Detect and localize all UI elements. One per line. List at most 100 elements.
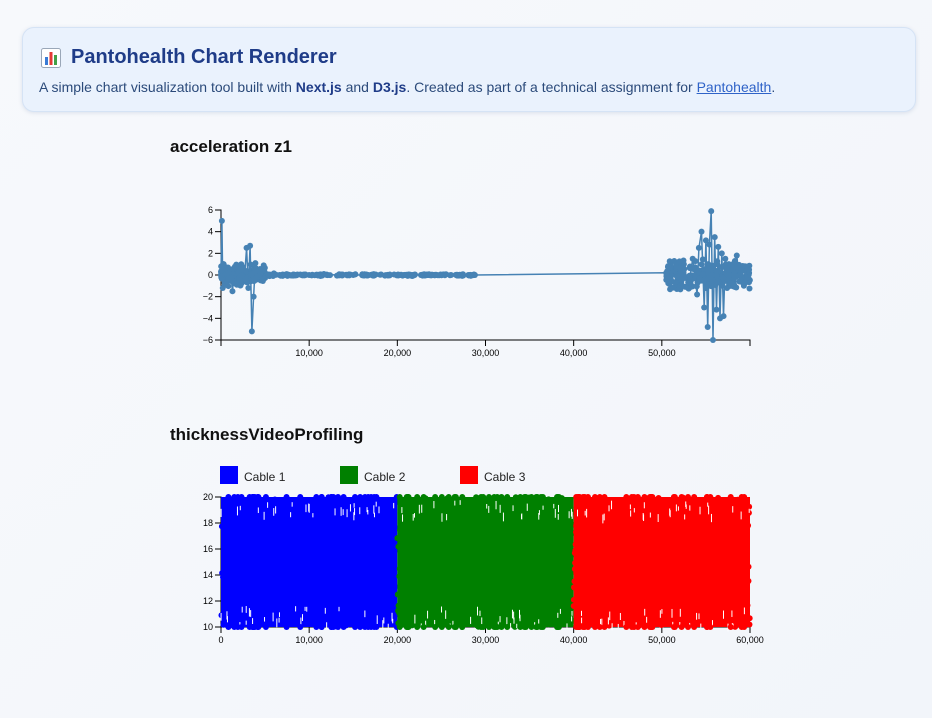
scatter-point bbox=[645, 499, 652, 506]
scatter-point bbox=[681, 508, 688, 515]
scatter-point bbox=[571, 566, 578, 573]
scatter-point bbox=[625, 536, 632, 543]
scatter-point bbox=[657, 579, 664, 586]
scatter-point bbox=[377, 531, 384, 538]
scatter-point bbox=[241, 594, 248, 601]
scatter-point bbox=[631, 539, 638, 546]
scatter-point bbox=[366, 589, 373, 596]
scatter-point bbox=[321, 513, 328, 520]
scatter-point bbox=[545, 509, 552, 516]
scatter-edge-point bbox=[368, 624, 375, 630]
scatter-point bbox=[397, 562, 404, 569]
scatter-point bbox=[357, 602, 364, 609]
acceleration-point bbox=[250, 293, 257, 300]
scatter-edge-point bbox=[685, 624, 692, 630]
scatter-edge-point bbox=[517, 494, 524, 500]
scatter-point bbox=[291, 503, 298, 510]
acceleration-dense-point bbox=[448, 272, 455, 279]
scatter-point bbox=[290, 598, 297, 605]
acceleration-dense-point bbox=[699, 256, 706, 263]
scatter-point bbox=[613, 527, 620, 534]
scatter-point bbox=[540, 582, 547, 589]
scatter-point bbox=[541, 608, 548, 615]
scatter-point bbox=[451, 520, 458, 527]
scatter-point bbox=[468, 519, 475, 526]
scatter-point bbox=[601, 537, 608, 544]
scatter-point bbox=[517, 552, 524, 559]
scatter-point bbox=[325, 576, 332, 583]
scatter-point bbox=[405, 598, 412, 605]
scatter-point bbox=[372, 502, 379, 509]
scatter-point bbox=[677, 614, 684, 621]
scatter-point bbox=[597, 590, 604, 597]
x-tick: 20,000 bbox=[384, 340, 411, 358]
scatter-point bbox=[742, 523, 749, 530]
scatter-edge-point bbox=[438, 494, 445, 500]
scatter-point bbox=[526, 562, 533, 569]
scatter-point bbox=[221, 518, 228, 525]
scatter-point bbox=[688, 516, 695, 523]
scatter-edge-point bbox=[703, 494, 710, 500]
scatter-edge-point bbox=[452, 624, 459, 630]
scatter-edge-point bbox=[414, 624, 421, 630]
scatter-point bbox=[287, 571, 294, 578]
acceleration-dense-point bbox=[293, 272, 300, 279]
scatter-point bbox=[320, 558, 327, 565]
scatter-point bbox=[481, 553, 488, 560]
scatter-point bbox=[226, 525, 233, 532]
scatter-point bbox=[381, 544, 388, 551]
scatter-point bbox=[231, 583, 238, 590]
scatter-point bbox=[520, 507, 527, 514]
scatter-point bbox=[745, 509, 752, 516]
scatter-point bbox=[394, 591, 401, 598]
scatter-point bbox=[553, 558, 560, 565]
pantohealth-link[interactable]: Pantohealth bbox=[696, 79, 772, 95]
scatter-edge-point bbox=[691, 494, 698, 500]
scatter-point bbox=[713, 589, 720, 596]
scatter-point bbox=[319, 550, 326, 557]
scatter-point bbox=[328, 532, 335, 539]
scatter-point bbox=[418, 617, 425, 624]
scatter-point bbox=[512, 593, 519, 600]
scatter-point bbox=[631, 571, 638, 578]
scatter-point bbox=[315, 545, 322, 552]
scatter-point bbox=[676, 530, 683, 537]
scatter-point bbox=[606, 522, 613, 529]
scatter-point bbox=[572, 541, 579, 548]
scatter-point bbox=[462, 592, 469, 599]
scatter-point bbox=[715, 534, 722, 541]
legend-swatch bbox=[460, 466, 478, 484]
scatter-point bbox=[473, 494, 480, 501]
scatter-point bbox=[416, 529, 423, 536]
scatter-point bbox=[455, 510, 462, 517]
x-tick-label: 0 bbox=[218, 635, 223, 645]
scatter-point bbox=[329, 585, 336, 592]
scatter-point bbox=[534, 570, 541, 577]
scatter-point bbox=[592, 604, 599, 611]
scatter-edge-point bbox=[255, 494, 262, 500]
scatter-point bbox=[253, 536, 260, 543]
scatter-point bbox=[425, 541, 432, 548]
scatter-point bbox=[727, 594, 734, 601]
scatter-point bbox=[646, 511, 653, 518]
scatter-point bbox=[392, 583, 399, 590]
scatter-point bbox=[260, 612, 267, 619]
scatter-point bbox=[532, 595, 539, 602]
scatter-point bbox=[274, 552, 281, 559]
scatter-edge-point bbox=[539, 624, 546, 630]
scatter-point bbox=[513, 537, 520, 544]
acceleration-dense-point bbox=[746, 285, 753, 292]
scatter-edge-point bbox=[459, 624, 466, 630]
scatter-edge-point bbox=[554, 494, 561, 500]
scatter-point bbox=[332, 604, 339, 611]
scatter-point bbox=[411, 575, 418, 582]
scatter-point bbox=[593, 617, 600, 624]
y-tick: 14 bbox=[203, 570, 221, 580]
scatter-point bbox=[410, 595, 417, 602]
scatter-point bbox=[237, 516, 244, 523]
scatter-point bbox=[395, 602, 402, 609]
scatter-point bbox=[428, 611, 435, 618]
scatter-point bbox=[221, 540, 228, 547]
scatter-edge-point bbox=[318, 494, 325, 500]
scatter-point bbox=[697, 524, 704, 531]
